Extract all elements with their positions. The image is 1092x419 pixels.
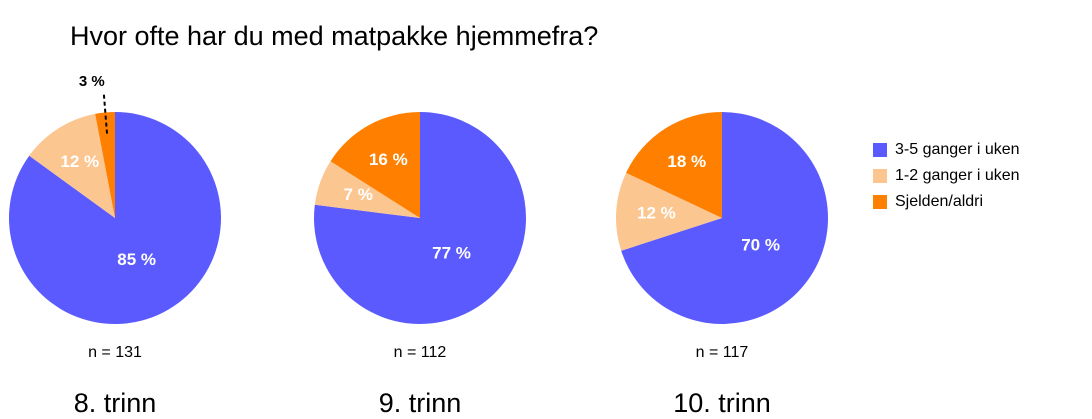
data-label: 3 % bbox=[79, 73, 105, 90]
legend-swatch bbox=[873, 143, 887, 157]
sample-size: n = 131 bbox=[88, 344, 142, 361]
pie-slice bbox=[314, 112, 526, 325]
pie-slice bbox=[621, 112, 828, 324]
data-label: 12 % bbox=[60, 152, 99, 171]
pie-slice bbox=[95, 112, 115, 218]
data-label: 18 % bbox=[667, 152, 706, 171]
pie-slice bbox=[314, 161, 420, 218]
pie-slice bbox=[330, 112, 420, 218]
data-label: 70 % bbox=[741, 236, 780, 255]
data-label: 7 % bbox=[344, 185, 373, 204]
chart-title: Hvor ofte har du med matpakke hjemmefra? bbox=[70, 21, 598, 51]
legend-label: 1-2 ganger i uken bbox=[895, 167, 1020, 184]
chart-subtitle: 9. trinn bbox=[379, 388, 462, 418]
pie-slice bbox=[29, 113, 115, 218]
sample-size: n = 117 bbox=[696, 344, 749, 361]
chart-subtitle: 10. trinn bbox=[673, 388, 771, 418]
data-label: 16 % bbox=[369, 150, 408, 169]
legend-label: Sjelden/aldri bbox=[895, 193, 983, 210]
pie-slice bbox=[626, 112, 722, 218]
legend-label: 3-5 ganger i uken bbox=[895, 141, 1020, 158]
legend-swatch bbox=[873, 169, 887, 183]
chart-subtitle: 8. trinn bbox=[74, 388, 157, 418]
data-label: 12 % bbox=[637, 203, 676, 222]
data-label: 77 % bbox=[432, 243, 471, 262]
legend-swatch bbox=[873, 195, 887, 209]
pie-slice bbox=[8, 112, 221, 324]
pie-slice bbox=[615, 172, 722, 251]
sample-size: n = 112 bbox=[394, 344, 447, 361]
data-label: 85 % bbox=[117, 250, 156, 269]
